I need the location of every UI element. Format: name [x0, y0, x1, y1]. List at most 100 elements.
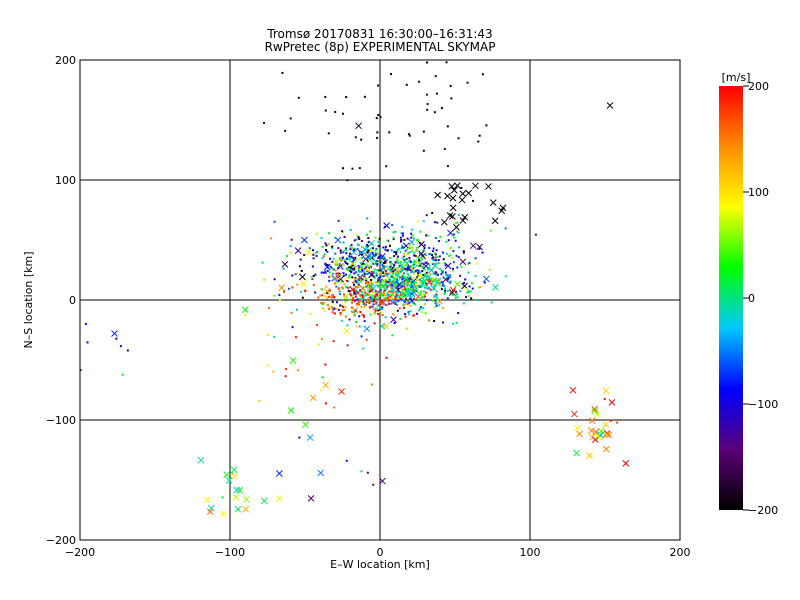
- data-point-cross: [364, 253, 372, 261]
- data-point: [373, 322, 376, 325]
- data-point: [477, 140, 480, 143]
- data-point: [387, 284, 390, 287]
- data-point-cross: [469, 242, 477, 250]
- data-point: [360, 306, 363, 309]
- data-point: [343, 295, 346, 298]
- data-point: [411, 279, 414, 282]
- data-point: [410, 232, 413, 235]
- data-point: [358, 277, 361, 280]
- data-point: [278, 293, 281, 296]
- data-point: [388, 244, 391, 247]
- data-point: [324, 402, 327, 405]
- data-point-cross: [390, 316, 397, 324]
- data-point: [393, 250, 396, 253]
- data-point: [86, 341, 89, 344]
- data-point: [300, 290, 303, 293]
- data-point-cross: [289, 357, 297, 364]
- data-point: [391, 224, 394, 227]
- data-point: [376, 136, 379, 139]
- data-point: [394, 230, 397, 233]
- data-point-cross: [408, 238, 415, 246]
- data-point: [406, 237, 409, 240]
- data-point: [398, 287, 401, 290]
- data-point-cross: [398, 261, 406, 269]
- data-point: [359, 280, 362, 283]
- data-point: [363, 95, 366, 98]
- data-point-cross: [588, 434, 596, 441]
- data-point: [396, 299, 399, 302]
- data-point: [361, 294, 364, 297]
- data-point: [402, 234, 405, 237]
- data-point: [409, 304, 412, 307]
- data-point: [348, 255, 351, 258]
- data-point: [396, 249, 399, 252]
- data-points: [79, 61, 630, 518]
- data-point: [454, 296, 457, 299]
- data-point: [403, 264, 406, 267]
- data-point: [362, 270, 365, 273]
- data-point: [373, 277, 376, 280]
- data-point: [396, 287, 399, 290]
- data-point: [344, 300, 347, 303]
- data-point: [378, 269, 381, 272]
- data-point: [422, 274, 425, 277]
- data-point: [345, 247, 348, 250]
- data-point: [359, 262, 362, 265]
- data-point: [348, 318, 351, 321]
- data-point: [362, 315, 365, 318]
- data-point: [418, 259, 421, 262]
- data-point: [381, 306, 384, 309]
- data-point: [273, 278, 276, 281]
- data-point-cross: [220, 510, 228, 518]
- data-point-cross: [350, 248, 358, 256]
- data-point: [368, 259, 371, 262]
- data-point: [309, 312, 312, 315]
- data-point: [372, 271, 375, 274]
- data-point: [366, 268, 369, 271]
- data-point: [353, 288, 356, 291]
- data-point: [357, 269, 360, 272]
- data-point: [374, 294, 377, 297]
- data-point: [392, 238, 395, 241]
- data-point: [386, 273, 389, 276]
- data-point: [360, 257, 363, 260]
- data-point: [401, 281, 404, 284]
- data-point: [324, 262, 327, 265]
- data-point: [377, 291, 380, 294]
- data-point: [371, 294, 374, 297]
- data-point: [317, 343, 320, 346]
- data-point: [433, 259, 436, 262]
- data-point: [456, 266, 459, 269]
- data-point: [352, 258, 355, 261]
- data-point: [443, 292, 446, 295]
- data-point: [374, 309, 377, 312]
- data-point: [376, 263, 379, 266]
- data-point: [433, 296, 436, 299]
- data-point: [323, 253, 326, 256]
- data-point: [366, 471, 369, 474]
- data-point-cross: [223, 471, 231, 479]
- data-point: [395, 273, 398, 276]
- data-point: [397, 262, 400, 265]
- data-point: [423, 295, 426, 298]
- data-point: [474, 274, 477, 277]
- data-point: [361, 298, 364, 301]
- data-point: [402, 268, 405, 271]
- data-point: [368, 290, 371, 293]
- data-point: [375, 281, 378, 284]
- data-point: [353, 267, 356, 270]
- data-point: [435, 304, 438, 307]
- data-point: [367, 297, 370, 300]
- data-point: [380, 260, 383, 263]
- data-point: [462, 251, 465, 254]
- data-point-cross: [431, 262, 439, 270]
- data-point: [340, 319, 343, 322]
- data-point: [433, 285, 436, 288]
- data-point: [447, 276, 450, 279]
- data-point: [435, 92, 438, 95]
- data-point: [341, 112, 344, 115]
- data-point: [411, 290, 414, 293]
- data-point: [381, 267, 384, 270]
- data-point: [419, 230, 422, 233]
- data-point: [409, 310, 412, 313]
